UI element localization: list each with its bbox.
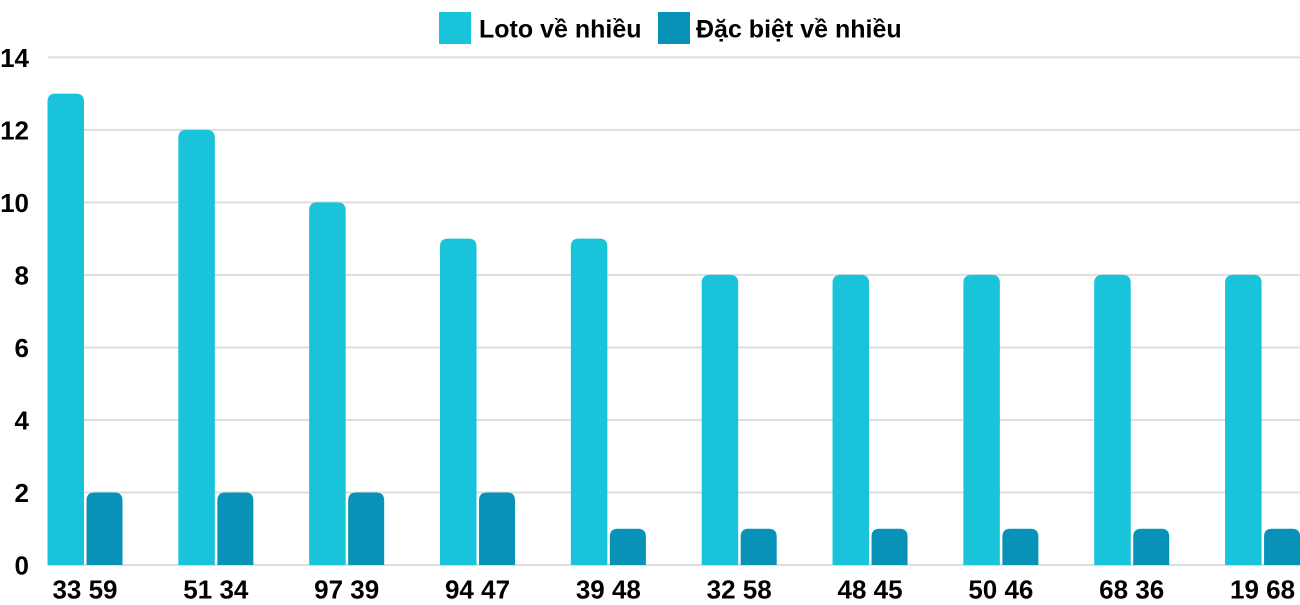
svg-text:32 58: 32 58	[707, 574, 772, 600]
svg-text:97 39: 97 39	[314, 574, 379, 600]
svg-text:68 36: 68 36	[1099, 574, 1164, 600]
svg-text:Đặc biệt về nhiều: Đặc biệt về nhiều	[696, 16, 902, 44]
svg-text:94 47: 94 47	[445, 574, 510, 600]
svg-text:14: 14	[0, 43, 29, 73]
svg-text:2: 2	[15, 478, 29, 508]
svg-text:39 48: 39 48	[576, 574, 641, 600]
svg-text:51 34: 51 34	[183, 574, 249, 600]
svg-text:19 68: 19 68	[1230, 574, 1295, 600]
svg-text:0: 0	[15, 551, 29, 581]
svg-text:4: 4	[15, 405, 30, 435]
svg-text:48 45: 48 45	[838, 574, 903, 600]
svg-text:8: 8	[15, 260, 29, 290]
svg-text:33 59: 33 59	[52, 574, 117, 600]
svg-text:12: 12	[0, 115, 29, 145]
svg-text:Loto về nhiều: Loto về nhiều	[479, 16, 642, 44]
svg-text:6: 6	[15, 333, 29, 363]
svg-text:10: 10	[0, 188, 29, 218]
svg-text:50 46: 50 46	[968, 574, 1033, 600]
